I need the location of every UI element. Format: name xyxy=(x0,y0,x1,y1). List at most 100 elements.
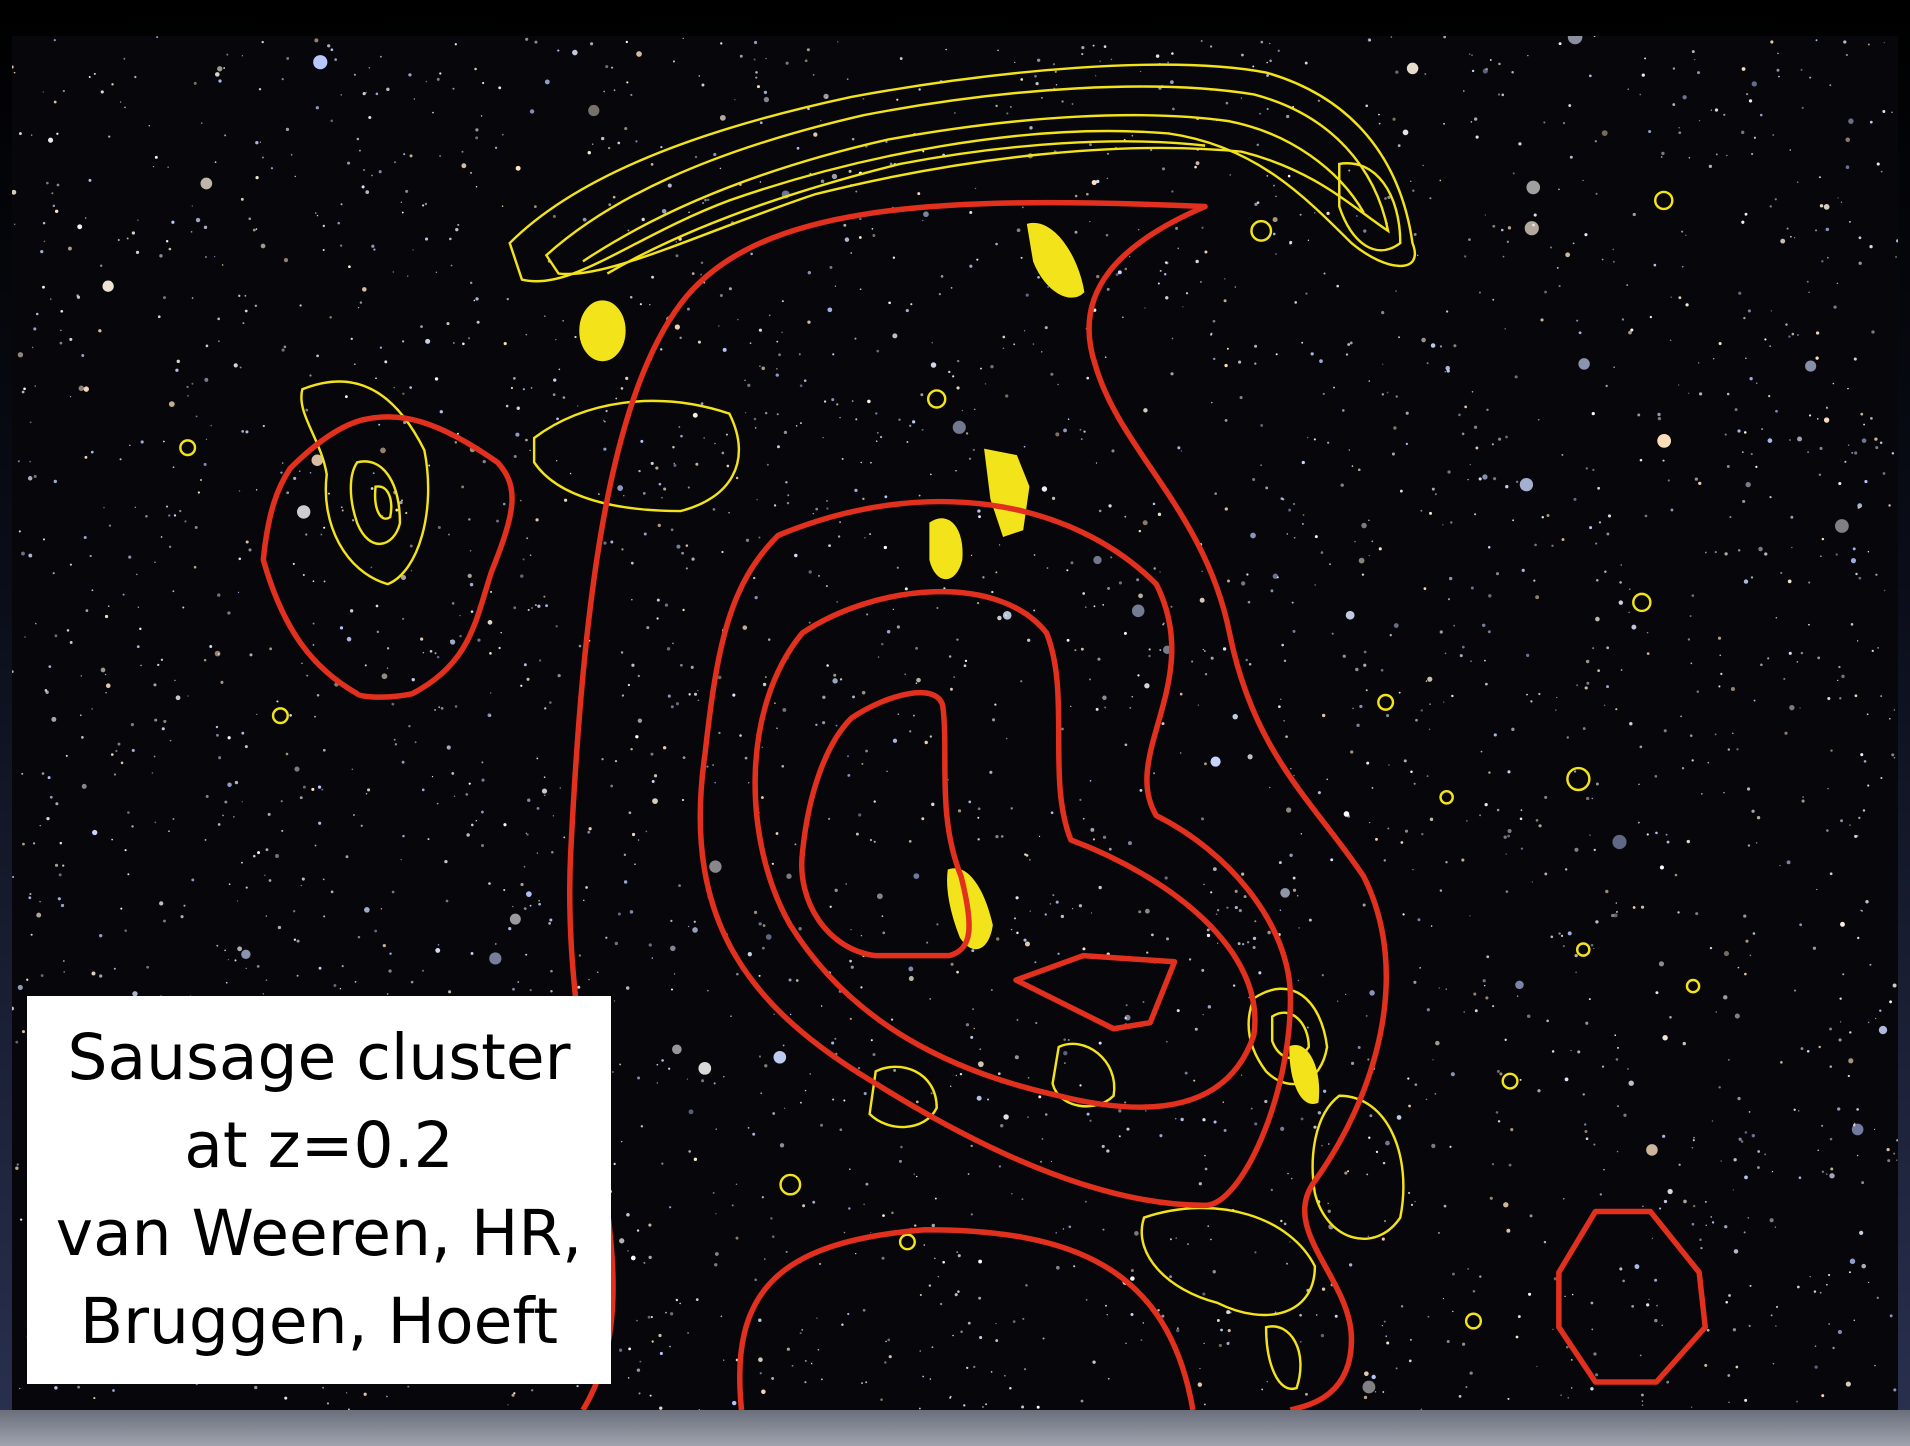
star xyxy=(1639,746,1642,749)
star xyxy=(849,960,852,963)
star xyxy=(1158,513,1161,516)
star xyxy=(140,665,142,667)
star xyxy=(941,275,944,278)
star xyxy=(922,429,924,431)
star xyxy=(723,348,727,352)
star xyxy=(796,425,797,426)
star xyxy=(425,203,427,205)
star xyxy=(1440,630,1443,633)
star xyxy=(754,41,757,44)
star xyxy=(1225,419,1228,422)
star xyxy=(115,750,117,752)
star xyxy=(108,605,110,607)
star xyxy=(523,388,525,390)
star xyxy=(1063,429,1067,433)
star xyxy=(926,942,928,944)
star xyxy=(79,386,85,392)
star xyxy=(1327,442,1329,444)
star xyxy=(259,88,261,90)
star xyxy=(530,989,532,991)
star xyxy=(1271,1189,1273,1191)
star xyxy=(1017,228,1021,232)
star xyxy=(1382,393,1384,395)
star xyxy=(1316,1314,1317,1315)
star xyxy=(428,838,430,840)
star xyxy=(1138,910,1141,913)
star xyxy=(872,1053,875,1056)
star xyxy=(1728,1294,1731,1297)
star xyxy=(428,465,430,467)
star xyxy=(670,1312,673,1315)
star xyxy=(1807,281,1809,283)
star xyxy=(1628,612,1630,614)
star xyxy=(1227,348,1229,350)
star xyxy=(235,781,238,784)
star xyxy=(774,1051,787,1064)
star xyxy=(1009,1387,1011,1389)
star xyxy=(1887,1159,1890,1162)
star xyxy=(1503,256,1505,258)
star xyxy=(498,86,501,89)
star xyxy=(1341,483,1344,486)
star xyxy=(244,295,246,297)
star xyxy=(402,212,404,214)
star xyxy=(1761,428,1763,430)
star xyxy=(1830,1138,1833,1141)
star xyxy=(962,410,963,411)
star xyxy=(1125,743,1128,746)
star xyxy=(263,425,265,427)
star xyxy=(1136,578,1139,581)
star xyxy=(1034,961,1036,963)
star xyxy=(888,301,891,304)
star xyxy=(1785,323,1787,325)
star xyxy=(627,1250,628,1251)
star xyxy=(51,192,53,194)
star xyxy=(1053,63,1055,65)
star xyxy=(1860,910,1861,911)
star xyxy=(358,936,361,939)
star xyxy=(358,307,359,308)
star xyxy=(614,1000,615,1001)
star xyxy=(441,707,444,710)
star xyxy=(1286,807,1291,812)
star xyxy=(81,736,84,739)
star xyxy=(1741,221,1744,224)
star xyxy=(1682,95,1686,99)
star xyxy=(695,156,697,158)
star xyxy=(626,81,628,83)
star xyxy=(1769,345,1771,347)
star xyxy=(170,740,172,742)
star xyxy=(709,860,721,872)
star xyxy=(1249,663,1252,666)
star xyxy=(1035,1022,1037,1024)
star xyxy=(525,439,528,442)
star xyxy=(54,480,57,483)
star xyxy=(852,400,854,402)
star xyxy=(1771,310,1772,311)
star xyxy=(1832,1347,1834,1349)
star xyxy=(1802,796,1804,798)
star xyxy=(1735,1014,1740,1019)
star xyxy=(1772,134,1774,136)
star xyxy=(63,90,65,92)
star xyxy=(734,99,735,100)
star xyxy=(1016,932,1018,934)
star xyxy=(320,534,322,536)
star xyxy=(818,575,820,577)
star xyxy=(1633,906,1636,909)
star xyxy=(832,1098,834,1100)
star xyxy=(750,253,753,256)
star xyxy=(410,545,413,548)
star xyxy=(176,695,181,700)
star xyxy=(864,537,865,538)
star xyxy=(309,374,311,376)
star xyxy=(1460,654,1463,657)
star xyxy=(1538,824,1541,827)
star xyxy=(191,878,194,881)
star xyxy=(1170,1238,1172,1240)
star xyxy=(314,716,316,718)
star xyxy=(1472,391,1474,393)
star xyxy=(1124,1101,1126,1103)
star xyxy=(932,342,933,343)
star xyxy=(1293,503,1295,505)
